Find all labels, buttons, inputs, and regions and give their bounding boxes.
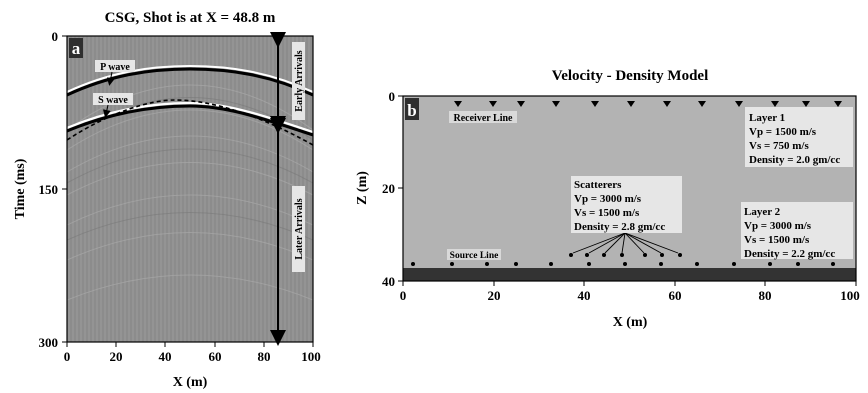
receiver-marker	[517, 101, 525, 107]
source-line-label: Source Line	[450, 251, 499, 261]
panel-b-x-axis: 0 20 40 60 80 100 X (m)	[400, 281, 860, 330]
receiver-marker	[663, 101, 671, 107]
x-tick-label: 100	[840, 288, 860, 303]
y-tick-label: 40	[382, 274, 395, 289]
source-marker	[485, 262, 489, 266]
layer1-title: Layer 1	[749, 112, 785, 124]
panel-a-y-axis: 0 150 300 Time (ms)	[13, 29, 67, 350]
source-marker	[514, 262, 518, 266]
layer2-label-box	[741, 202, 853, 259]
receiver-marker	[591, 101, 599, 107]
y-tick-label: 150	[39, 182, 59, 197]
scatterer-marker	[585, 253, 589, 257]
early-arrivals-label: Early Arrivals	[294, 50, 305, 111]
x-tick-label: 40	[159, 349, 172, 364]
source-marker	[450, 262, 454, 266]
source-marker	[549, 262, 553, 266]
x-tick-label: 20	[488, 288, 501, 303]
x-tick-label: 80	[258, 349, 271, 364]
p-wave-label: P wave	[100, 62, 130, 73]
later-arrivals-label: Later Arrivals	[294, 198, 305, 259]
scatterer-marker	[678, 253, 682, 257]
s-wave-label: S wave	[98, 95, 128, 106]
layer1-density: Density = 2.0 gm/cc	[749, 154, 840, 166]
panel-a-title: CSG, Shot is at X = 48.8 m	[105, 10, 276, 26]
layer2-vs: Vs = 1500 m/s	[744, 234, 810, 246]
receiver-marker	[771, 101, 779, 107]
panel-a-y-label: Time (ms)	[13, 158, 28, 219]
panel-b-letter: b	[407, 101, 416, 120]
scatterer-markers	[569, 253, 682, 257]
receiver-marker	[802, 101, 810, 107]
x-tick-label: 20	[110, 349, 123, 364]
layer2-band	[403, 268, 856, 281]
layer2-density: Density = 2.2 gm/cc	[744, 248, 835, 260]
y-tick-label: 0	[389, 89, 396, 104]
scatterers-density: Density = 2.8 gm/cc	[574, 221, 665, 233]
scatterer-marker	[660, 253, 664, 257]
layer2-vp: Vp = 3000 m/s	[744, 220, 812, 232]
receiver-marker	[552, 101, 560, 107]
seismic-plot-area	[67, 36, 313, 342]
receiver-marker	[698, 101, 706, 107]
layer1-vp: Vp = 1500 m/s	[749, 126, 817, 138]
source-marker	[587, 262, 591, 266]
receiver-marker	[834, 101, 842, 107]
y-tick-label: 20	[382, 181, 395, 196]
scatterer-marker	[643, 253, 647, 257]
x-tick-label: 0	[64, 349, 71, 364]
y-tick-label: 0	[52, 29, 59, 44]
x-tick-label: 40	[578, 288, 591, 303]
panel-a-x-axis: 0 20 40 60 80 100 X (m)	[64, 342, 321, 390]
panel-b-x-label: X (m)	[613, 315, 648, 330]
source-marker	[411, 262, 415, 266]
receiver-marker	[627, 101, 635, 107]
panel-b: Velocity - Density Model b Receiver Line	[355, 68, 860, 330]
panel-a-x-label: X (m)	[173, 375, 208, 390]
x-tick-label: 0	[400, 288, 407, 303]
receiver-marker	[454, 101, 462, 107]
x-tick-label: 60	[209, 349, 222, 364]
receiver-marker	[489, 101, 497, 107]
source-marker	[732, 262, 736, 266]
layer1-vs: Vs = 750 m/s	[749, 140, 809, 152]
receiver-markers	[454, 101, 842, 107]
x-tick-label: 60	[669, 288, 682, 303]
source-marker	[768, 262, 772, 266]
scatterer-marker	[569, 253, 573, 257]
panel-b-y-label: Z (m)	[355, 171, 370, 205]
scatterer-marker	[620, 253, 624, 257]
source-marker	[695, 262, 699, 266]
scatterers-title: Scatterers	[574, 179, 622, 191]
layer2-title: Layer 2	[744, 206, 781, 218]
y-tick-label: 300	[39, 335, 59, 350]
source-marker	[831, 262, 835, 266]
panel-b-title: Velocity - Density Model	[552, 68, 709, 84]
receiver-line-label: Receiver Line	[454, 113, 514, 124]
layer1-label-box	[745, 107, 853, 167]
scatterers-vs: Vs = 1500 m/s	[574, 207, 640, 219]
x-tick-label: 100	[301, 349, 321, 364]
source-marker	[623, 262, 627, 266]
x-tick-label: 80	[759, 288, 772, 303]
scatterers-vp: Vp = 3000 m/s	[574, 193, 642, 205]
source-markers	[411, 262, 835, 266]
panel-b-y-axis: 0 20 40 Z (m)	[355, 89, 403, 289]
source-marker	[659, 262, 663, 266]
panel-a-letter: a	[72, 39, 81, 58]
source-marker	[796, 262, 800, 266]
scatterer-marker	[602, 253, 606, 257]
scatterers-label-box	[571, 176, 682, 233]
receiver-marker	[735, 101, 743, 107]
scatterer-pointers	[572, 232, 679, 254]
panel-a: CSG, Shot is at X = 48.8 m	[13, 10, 321, 390]
